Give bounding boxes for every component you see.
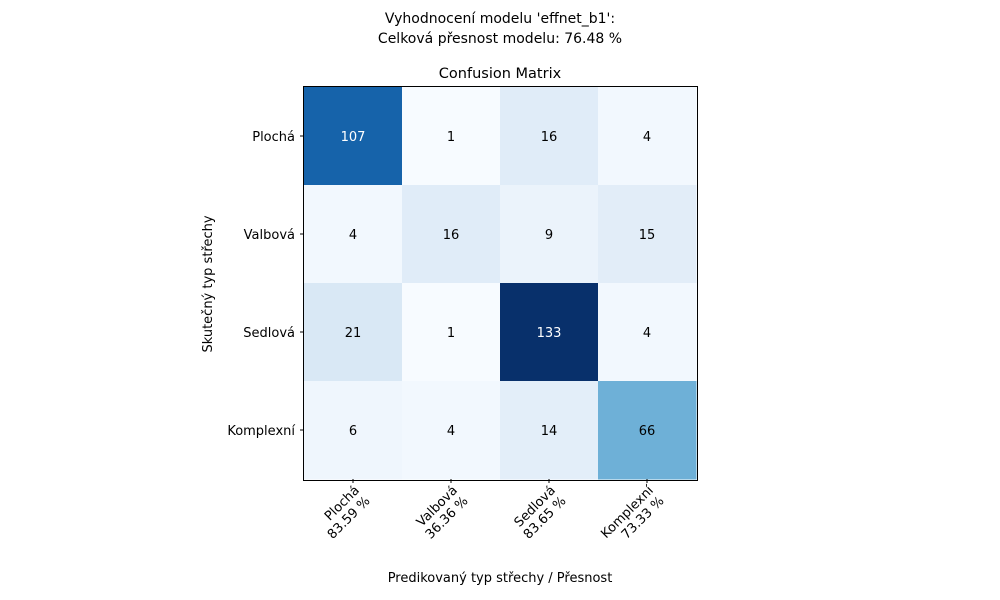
heatmap-cell: [304, 87, 403, 186]
heatmap-cell: [304, 381, 403, 480]
heatmap-cell: [500, 87, 599, 186]
y-tick-label: Valbová: [244, 228, 295, 243]
heatmap-cell-label: 9: [545, 228, 553, 243]
y-axis-ticks: Plochá Valbová Sedlová Komplexní: [227, 130, 304, 439]
heatmap-cell: [500, 381, 599, 480]
heatmap-cell: [598, 381, 697, 480]
heatmap-cell-label: 4: [643, 130, 651, 145]
heatmap-cell-label: 16: [443, 228, 460, 243]
heatmap-cell-label: 6: [349, 424, 357, 439]
y-tick-label: Plochá: [252, 130, 295, 145]
heatmap-cell-label: 66: [639, 424, 656, 439]
heatmap-cell-label: 1: [447, 326, 455, 341]
y-axis-label: Skutečný typ střechy: [201, 215, 216, 352]
heatmap-cell-labels: 107 1 16 4 4 16 9 15 21 1 133 4 6 4 14 66: [341, 130, 656, 439]
heatmap-cell-label: 107: [341, 130, 366, 145]
heatmap-cell-label: 21: [345, 326, 362, 341]
heatmap-cell: [500, 283, 599, 382]
plot-frame: [303, 86, 698, 481]
heatmap-cell-label: 14: [541, 424, 558, 439]
heatmap-cell-label: 133: [537, 326, 562, 341]
heatmap-cell-label: 15: [639, 228, 656, 243]
heatmap-cell-label: 4: [643, 326, 651, 341]
heatmap-cell-label: 4: [349, 228, 357, 243]
heatmap-cell-label: 1: [447, 130, 455, 145]
heatmap-cell: [402, 87, 501, 186]
figure-suptitle-line1: Vyhodnocení modelu 'effnet_b1':: [384, 11, 616, 27]
chart-title: Confusion Matrix: [439, 66, 562, 82]
heatmap-cell: [402, 381, 501, 480]
heatmap-cell: [598, 283, 697, 382]
heatmap-cell-label: 4: [447, 424, 455, 439]
heatmap-cell: [598, 87, 697, 186]
heatmap-cell: [304, 185, 403, 284]
heatmap-cell-label: 16: [541, 130, 558, 145]
figure-suptitle-line2: Celková přesnost modelu: 76.48 %: [377, 31, 623, 47]
heatmap-cell: [402, 185, 501, 284]
heatmap-cell: [598, 185, 697, 284]
y-tick-label: Sedlová: [243, 326, 295, 341]
x-axis-label: Predikovaný typ střechy / Přesnost: [388, 571, 613, 586]
y-tick-label: Komplexní: [227, 424, 295, 439]
heatmap-cell: [304, 283, 403, 382]
heatmap-cell: [402, 283, 501, 382]
heatmap-cells: [304, 87, 697, 480]
heatmap-cell: [500, 185, 599, 284]
